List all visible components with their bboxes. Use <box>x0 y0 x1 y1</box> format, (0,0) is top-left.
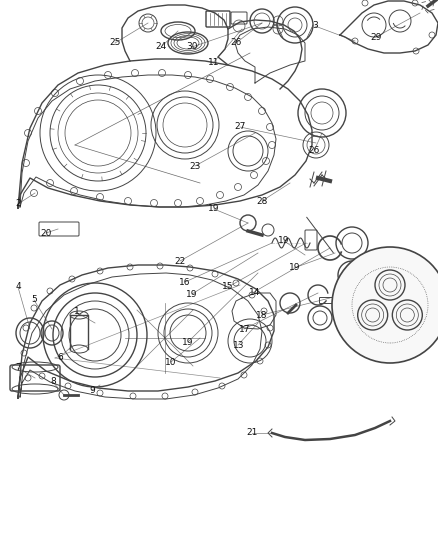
Text: 19: 19 <box>182 338 193 346</box>
Text: 19: 19 <box>186 290 198 298</box>
Text: 19: 19 <box>208 205 219 213</box>
Text: 8: 8 <box>50 377 57 386</box>
Text: 20: 20 <box>40 229 52 238</box>
Text: 7: 7 <box>15 364 21 372</box>
Text: 19: 19 <box>278 237 290 245</box>
Text: 21: 21 <box>246 429 258 437</box>
Circle shape <box>332 247 438 363</box>
Text: 11: 11 <box>208 59 219 67</box>
Text: 16: 16 <box>179 278 191 287</box>
Text: 19: 19 <box>289 263 300 272</box>
Text: 29: 29 <box>370 33 381 42</box>
Text: 24: 24 <box>155 43 167 51</box>
Text: 2: 2 <box>16 199 21 208</box>
Text: 22: 22 <box>175 257 186 265</box>
Text: 10: 10 <box>165 358 177 367</box>
Text: 15: 15 <box>222 282 233 291</box>
Text: 23: 23 <box>189 162 201 171</box>
Text: 1: 1 <box>74 308 80 316</box>
Text: 13: 13 <box>233 341 244 350</box>
Text: 3: 3 <box>312 21 318 30</box>
Text: 6: 6 <box>57 353 64 361</box>
Text: 26: 26 <box>309 146 320 155</box>
Text: 28: 28 <box>256 197 268 206</box>
Text: 25: 25 <box>109 38 120 47</box>
Text: 27: 27 <box>234 123 246 131</box>
Text: 9: 9 <box>89 386 95 394</box>
Text: 14: 14 <box>249 288 261 296</box>
Text: 5: 5 <box>31 295 37 304</box>
Text: 4: 4 <box>16 282 21 291</box>
Text: 18: 18 <box>256 311 268 320</box>
Text: 26: 26 <box>230 38 241 47</box>
Text: 17: 17 <box>239 325 250 334</box>
Text: 30: 30 <box>186 43 198 51</box>
